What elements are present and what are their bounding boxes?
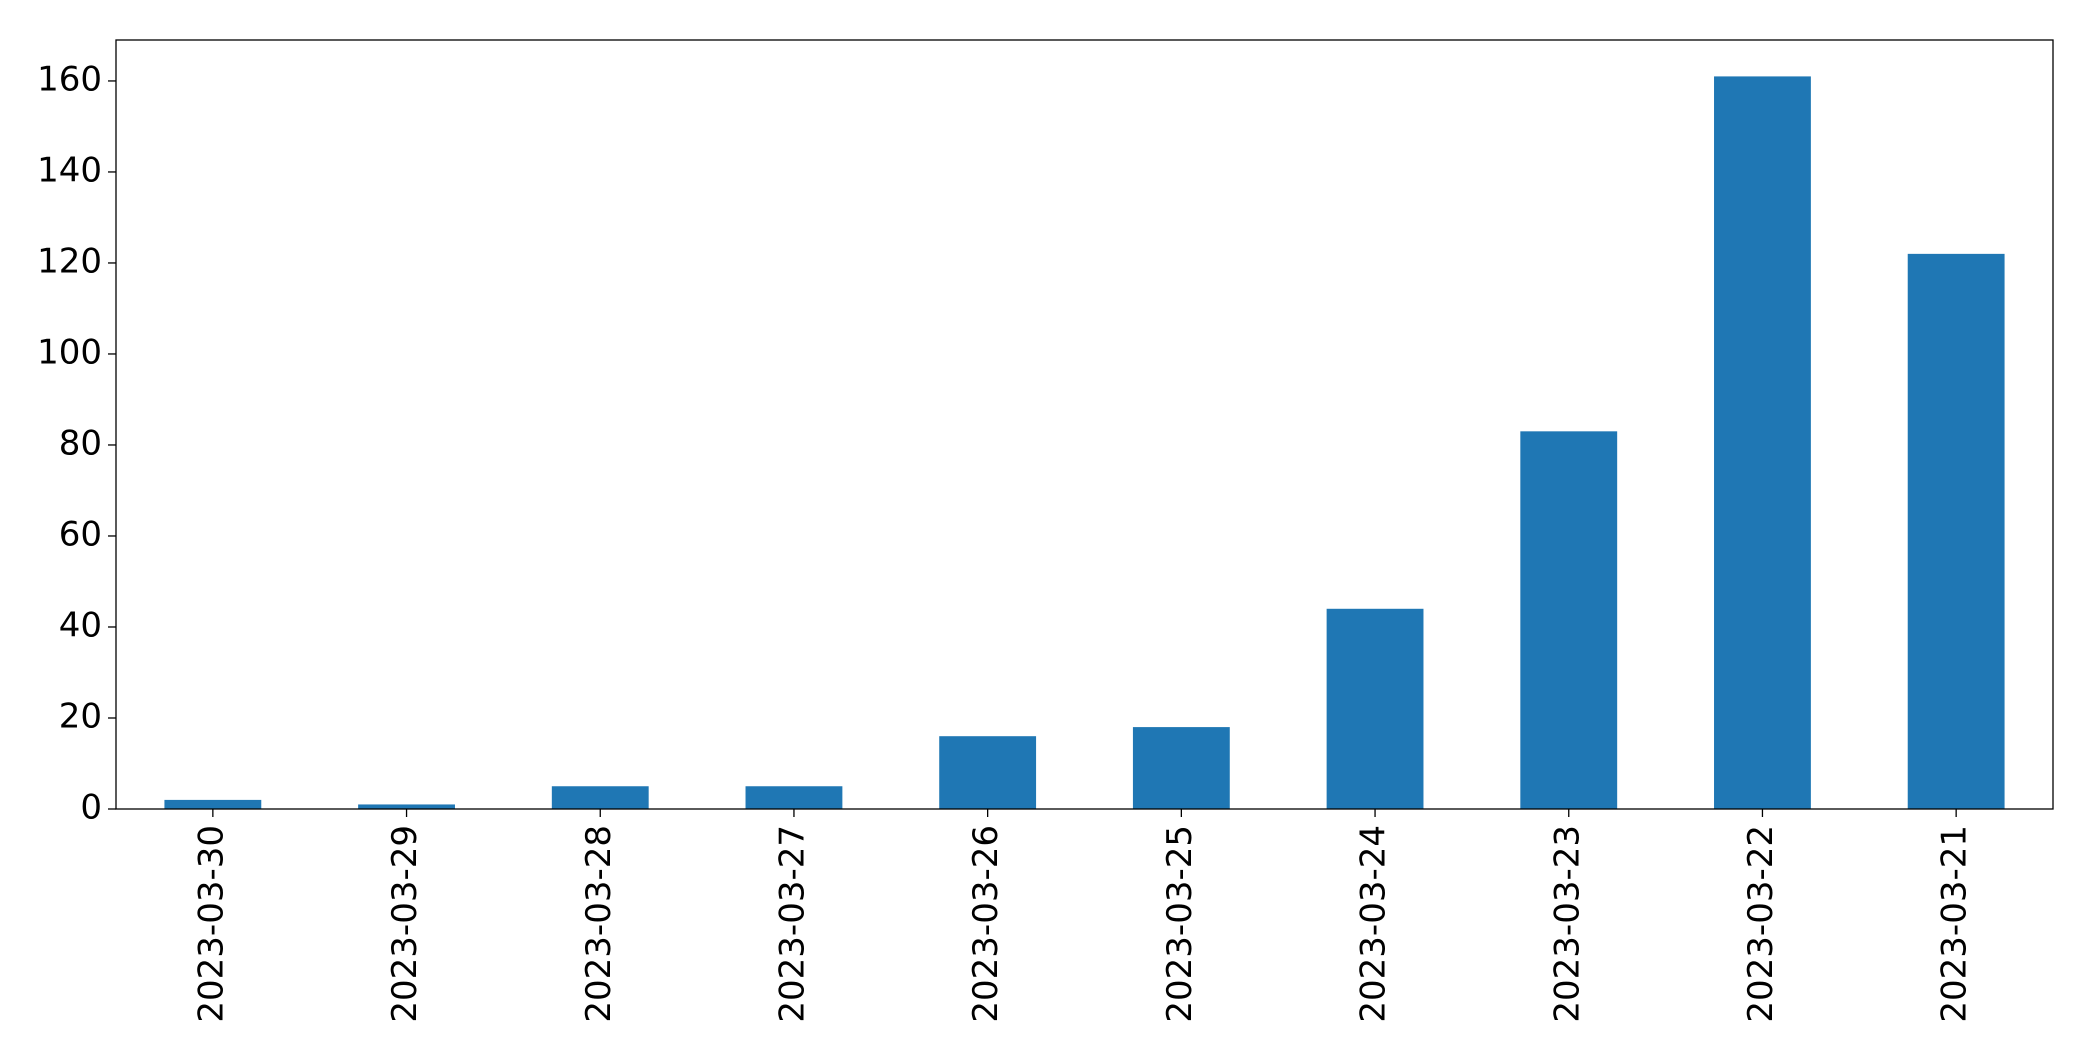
y-tick-label: 60 <box>59 514 102 554</box>
bar <box>939 736 1037 809</box>
y-tick-label: 160 <box>37 59 102 99</box>
bar <box>551 786 649 809</box>
y-tick-label: 120 <box>37 241 102 281</box>
y-tick-label: 0 <box>80 788 102 828</box>
x-tick-label: 2023-03-22 <box>1741 825 1781 1023</box>
bar <box>164 799 262 809</box>
axes-frame <box>115 39 2054 810</box>
x-tick-label: 2023-03-30 <box>191 825 231 1023</box>
x-tick-label: 2023-03-26 <box>966 825 1006 1023</box>
y-tick-label: 140 <box>37 150 102 190</box>
bar <box>1326 608 1424 809</box>
bar <box>1907 253 2005 810</box>
x-tick-label: 2023-03-24 <box>1354 825 1394 1023</box>
x-tick-label: 2023-03-29 <box>385 825 425 1023</box>
y-tick-label: 100 <box>37 332 102 372</box>
y-tick-label: 40 <box>59 605 102 645</box>
x-tick-label: 2023-03-21 <box>1935 825 1975 1023</box>
bar <box>1520 431 1618 809</box>
bar <box>745 786 843 809</box>
x-tick-label: 2023-03-25 <box>1160 825 1200 1023</box>
x-tick-label: 2023-03-23 <box>1547 825 1587 1023</box>
bar <box>1132 727 1230 809</box>
bar <box>358 804 455 809</box>
x-tick-label: 2023-03-28 <box>579 825 619 1023</box>
y-tick-label: 20 <box>59 696 102 736</box>
bar <box>1714 76 1811 810</box>
x-tick-label: 2023-03-27 <box>772 825 812 1023</box>
y-tick-label: 80 <box>59 423 102 463</box>
